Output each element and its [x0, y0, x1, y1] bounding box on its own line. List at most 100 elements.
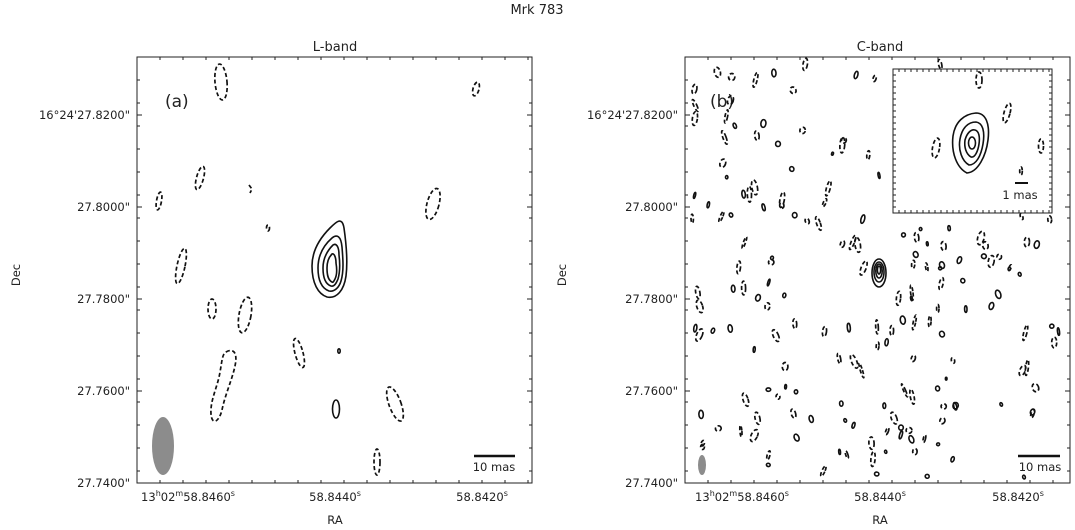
negative-contour [790, 408, 797, 419]
negative-contour [695, 299, 704, 314]
positive-island [727, 324, 734, 333]
source-contour-level-4 [876, 265, 882, 275]
negative-contour [720, 129, 729, 146]
negative-contour [765, 449, 772, 461]
positive-island [808, 414, 815, 424]
positive-island [830, 151, 835, 156]
panel-a-y-tick-labels: 16°24'27.8200" 27.8000" 27.7800" 27.7600" 27… [39, 108, 532, 490]
positive-island [724, 174, 729, 180]
positive-island [765, 462, 771, 468]
positive-island [918, 226, 923, 232]
source-contour-level-3 [874, 263, 883, 279]
negative-contour [718, 158, 727, 169]
positive-island [732, 122, 738, 130]
positive-island [934, 385, 941, 392]
positive-island [944, 376, 948, 381]
negative-contour [853, 236, 862, 254]
inset-negative-contour [1002, 102, 1012, 124]
panel-b-y-tick-labels: 16°24'27.8200" 27.8000" 27.7800" 27.7600" 27… [587, 108, 1070, 490]
negative-contour [740, 280, 747, 296]
positive-island [793, 433, 800, 442]
negative-contour [767, 258, 775, 266]
negative-contour [700, 439, 706, 447]
positive-island [877, 171, 881, 180]
panel-b-inset: 1 mas [892, 68, 1053, 214]
negative-contour [911, 314, 918, 331]
negative-contour [799, 126, 807, 135]
positive-island [774, 140, 782, 148]
negative-contour [1018, 364, 1027, 377]
negative-contour [752, 71, 759, 89]
positive-island [1017, 271, 1022, 277]
negative-contour [723, 108, 729, 124]
negative-contour [804, 217, 811, 225]
negative-contour [155, 191, 163, 211]
negative-contour [905, 426, 913, 435]
positive-island [728, 212, 734, 218]
positive-island [952, 401, 960, 410]
y-tick-label: 27.8000" [625, 200, 678, 214]
positive-island [897, 424, 905, 431]
negative-contour [940, 240, 947, 252]
negative-contour [699, 443, 706, 451]
x-tick-label: 13h02m58.8460s [695, 489, 789, 504]
negative-contour [875, 341, 880, 351]
positive-island [692, 191, 697, 200]
negative-contour [781, 361, 789, 372]
negative-contour [690, 213, 695, 225]
negative-contour [237, 296, 253, 334]
negative-contour [726, 94, 735, 106]
beam-ellipse [152, 417, 174, 475]
y-tick-label: 16°24'27.8200" [587, 108, 678, 122]
positive-island [336, 347, 341, 354]
negative-contour [694, 328, 704, 342]
negative-contour [868, 436, 875, 451]
positive-island [956, 255, 963, 265]
negative-contour [859, 260, 869, 276]
negative-contour [910, 259, 916, 270]
negative-contour [691, 83, 698, 95]
positive-island [883, 449, 888, 455]
y-tick-label: 16°24'27.8200" [39, 108, 130, 122]
positive-island [884, 337, 890, 347]
negative-contour [937, 58, 943, 70]
negative-contour [938, 417, 946, 425]
positive-island [959, 277, 966, 284]
negative-contour [996, 253, 1003, 261]
negative-contour [778, 201, 785, 210]
panel-l-band: L-band (a) 16°24'27.8200" 27.8000" 27.7800… [9, 40, 533, 527]
positive-island [999, 401, 1004, 407]
source-contour-level-2 [317, 235, 344, 292]
negative-contour [884, 426, 890, 436]
negative-contour [746, 185, 753, 203]
panel-b-minor-ticks [685, 57, 1070, 483]
positive-island [754, 293, 762, 302]
negative-contour [935, 303, 940, 314]
inset-frame [892, 68, 1053, 214]
panel-a-contours [155, 63, 481, 476]
beam-ellipse [698, 455, 706, 475]
panel-c-band: C-band (b) 16°24'27.8200"27.8000"27.7800… [555, 40, 1071, 527]
positive-island [899, 315, 907, 325]
negative-contour [889, 411, 899, 425]
negative-contour [1050, 336, 1058, 349]
positive-island [925, 241, 930, 247]
negative-contour [801, 57, 809, 72]
negative-contour [824, 179, 832, 197]
negative-contour [741, 392, 750, 408]
negative-contour [865, 149, 871, 161]
positive-island [846, 322, 852, 333]
negative-contour [821, 197, 828, 208]
positive-island [765, 387, 772, 393]
source-contour-level-4 [326, 253, 338, 284]
positive-island [963, 305, 968, 314]
x-tick-label: 58.8420s [456, 489, 508, 504]
negative-contour [872, 74, 878, 83]
negative-contour [821, 325, 828, 338]
negative-contour [749, 428, 760, 443]
positive-island [859, 214, 866, 225]
positive-island [938, 260, 946, 270]
negative-contour [771, 328, 781, 343]
inset-scale-bar-label: 1 mas [1002, 188, 1037, 202]
